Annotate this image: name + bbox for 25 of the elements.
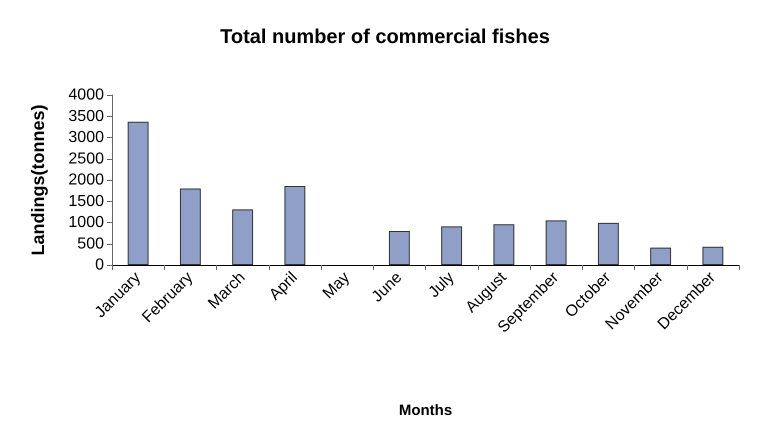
y-tick-label: 0 — [95, 256, 104, 274]
y-tick-label: 3000 — [68, 129, 104, 146]
y-axis-title: Landings(tonnes) — [28, 104, 48, 256]
y-tick-label: 2500 — [68, 150, 104, 168]
y-tick-label: 3500 — [68, 108, 104, 125]
x-axis-title: Months — [398, 402, 452, 419]
bar — [128, 122, 149, 265]
y-tick-label: 1000 — [68, 214, 104, 231]
chart-title: Total number of commercial fishes — [220, 26, 550, 48]
bar — [493, 224, 514, 265]
bar — [702, 246, 724, 265]
bar — [546, 220, 567, 265]
y-tick-label: 1500 — [68, 192, 104, 210]
bar — [650, 248, 672, 265]
x-tick-label: July — [426, 268, 458, 302]
bar — [232, 209, 254, 265]
bar — [284, 186, 306, 265]
y-tick-label: 500 — [77, 235, 104, 252]
bar — [441, 226, 462, 265]
y-tick-label: 4000 — [68, 86, 104, 104]
x-tick-label: May — [320, 268, 354, 302]
bar — [388, 231, 410, 265]
y-tick-label: 2000 — [68, 172, 104, 188]
bar — [180, 188, 201, 265]
bar — [598, 222, 619, 265]
